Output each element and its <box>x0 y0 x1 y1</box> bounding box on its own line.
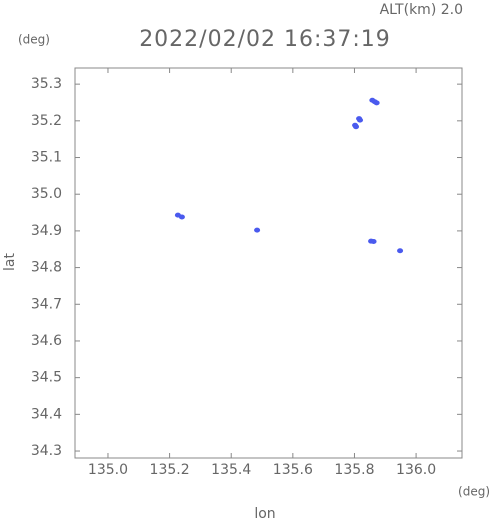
x-tick-label: 135.8 <box>334 462 374 478</box>
x-tick-label: 136.0 <box>396 462 436 478</box>
x-tick-label: 135.4 <box>211 462 251 478</box>
y-tick-label: 34.4 <box>31 406 62 422</box>
y-tick-label: 35.1 <box>31 150 62 166</box>
altitude-label: ALT(km) 2.0 <box>380 2 463 18</box>
y-tick-label: 35.0 <box>31 186 62 202</box>
y-tick-label: 34.9 <box>31 223 62 239</box>
x-tick-label: 135.2 <box>150 462 190 478</box>
echo-point <box>373 100 380 106</box>
y-unit: (deg) <box>18 33 50 47</box>
y-tick-label: 34.6 <box>31 333 62 349</box>
x-unit: (deg) <box>458 485 490 499</box>
echo-point <box>357 117 364 123</box>
y-tick-label: 34.8 <box>31 260 62 276</box>
y-tick-label: 35.2 <box>31 113 62 129</box>
echo-point <box>178 214 185 220</box>
y-tick-label: 34.5 <box>31 370 62 386</box>
y-tick-label: 34.3 <box>31 443 62 459</box>
chart-title: 2022/02/02 16:37:19 <box>139 27 391 52</box>
echo-point <box>397 248 404 254</box>
x-tick-label: 135.0 <box>88 462 128 478</box>
y-tick-label: 34.7 <box>31 296 62 312</box>
y-axis-label: lat <box>2 253 18 271</box>
echo-point <box>353 124 360 130</box>
y-tick-label: 35.3 <box>31 76 62 92</box>
x-tick-label: 135.6 <box>273 462 313 478</box>
x-axis-label: lon <box>254 506 275 521</box>
echo-point <box>370 239 377 245</box>
plot-frame <box>74 67 463 459</box>
echo-point <box>254 227 261 233</box>
